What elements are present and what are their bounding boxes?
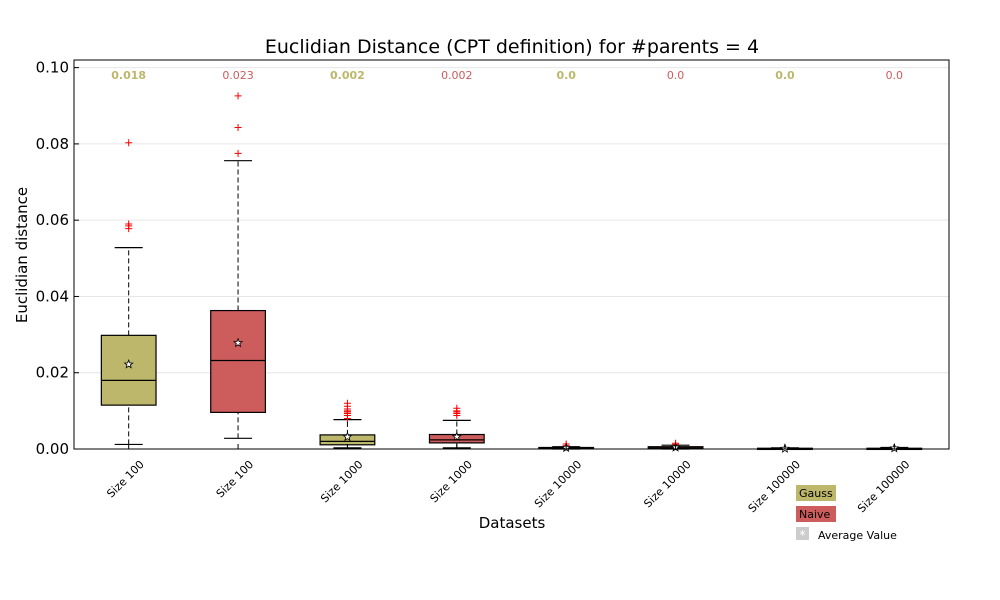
median-label-4: 0.002 xyxy=(441,69,473,82)
outlier-point xyxy=(125,220,133,228)
median-label-7: 0.0 xyxy=(775,69,795,82)
x-tick-label-6: Size 10000 xyxy=(641,458,693,510)
legend-swatch-average xyxy=(796,527,809,540)
x-axis: Size 100 Size 100 Size 1000 Size 1000 Size 1… xyxy=(104,444,912,515)
box-4 xyxy=(428,404,485,449)
box-series xyxy=(100,92,923,453)
x-tick-label-8: Size 100000 xyxy=(855,458,912,515)
box-body xyxy=(100,334,157,406)
outlier-point xyxy=(453,404,461,412)
mean-marker xyxy=(451,431,462,442)
x-tick-label-5: Size 10000 xyxy=(532,458,584,510)
x-tick-label-1: Size 100 xyxy=(104,458,146,500)
y-tick-label-4: 0.08 xyxy=(36,135,69,153)
y-axis: 0.00 0.02 0.04 0.06 0.08 0.10 xyxy=(36,59,79,458)
legend: Gauss Naive * Average Value xyxy=(796,485,897,542)
legend-swatch-gauss xyxy=(796,485,836,501)
outlier-point xyxy=(234,92,242,100)
mean-marker xyxy=(123,359,134,369)
box-3 xyxy=(319,399,376,449)
y-axis-label: Euclidian distance xyxy=(13,187,31,323)
median-label-1: 0.018 xyxy=(111,69,146,82)
grid-lines xyxy=(74,67,949,450)
plot-area-frame xyxy=(73,59,950,450)
x-tick-label-7: Size 100000 xyxy=(746,458,803,515)
y-tick-label-1: 0.02 xyxy=(36,364,69,382)
legend-swatch-naive xyxy=(796,506,836,522)
median-labels: 0.018 0.023 0.002 0.002 0.0 0.0 0.0 0.0 xyxy=(111,69,903,82)
x-axis-label: Datasets xyxy=(479,514,546,532)
outlier-point xyxy=(343,399,351,407)
box-body xyxy=(210,309,267,413)
mean-marker xyxy=(342,431,353,442)
median-label-2: 0.023 xyxy=(222,69,254,82)
y-tick-label-5: 0.10 xyxy=(36,59,69,77)
median-label-6: 0.0 xyxy=(667,69,685,82)
legend-label-average: Average Value xyxy=(818,529,897,542)
mean-marker xyxy=(233,337,244,348)
outlier-point xyxy=(125,139,133,147)
median-label-8: 0.0 xyxy=(886,69,904,82)
chart-title: Euclidian Distance (CPT definition) for … xyxy=(265,36,759,58)
y-tick-label-0: 0.00 xyxy=(36,440,69,458)
legend-label-gauss: Gauss xyxy=(799,487,833,500)
median-label-3: 0.002 xyxy=(330,69,365,82)
y-tick-label-2: 0.04 xyxy=(36,287,69,305)
x-tick-label-4: Size 1000 xyxy=(428,458,475,505)
box-2 xyxy=(210,92,267,439)
x-tick-label-2: Size 100 xyxy=(214,458,256,500)
legend-star-icon: * xyxy=(800,528,806,542)
outlier-point xyxy=(234,149,242,157)
legend-label-naive: Naive xyxy=(799,508,831,521)
box-1 xyxy=(100,139,157,446)
median-label-5: 0.0 xyxy=(556,69,576,82)
x-tick-label-3: Size 1000 xyxy=(318,458,365,505)
y-tick-label-3: 0.06 xyxy=(36,211,69,229)
outlier-point xyxy=(234,124,242,132)
